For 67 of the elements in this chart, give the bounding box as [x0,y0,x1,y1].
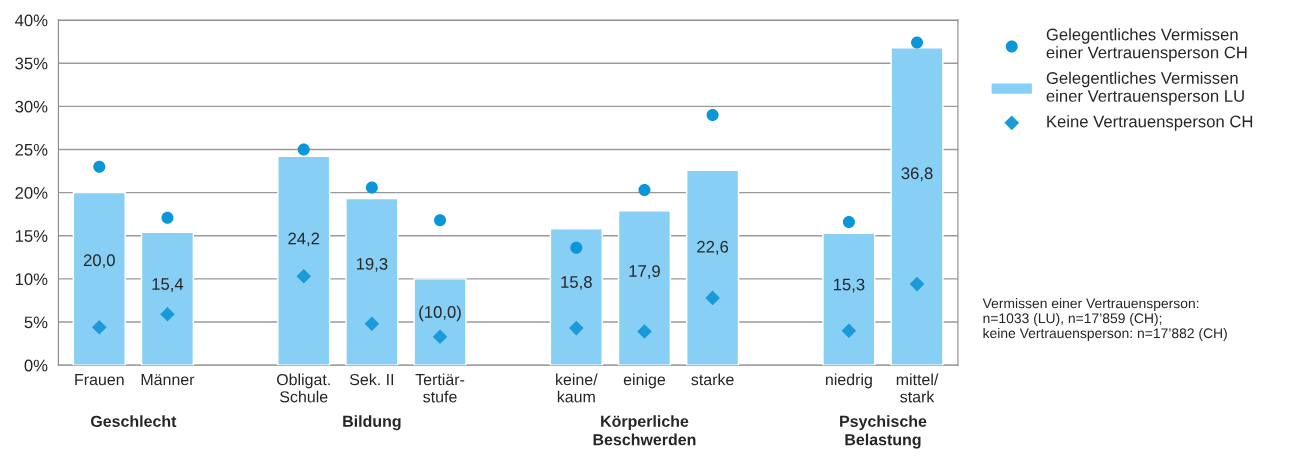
x-tick-label: niedrig [825,373,872,389]
x-tick-label: Frauen [75,374,124,386]
y-tick-label: 30% [15,100,48,113]
data-label: 22,6 [697,240,729,255]
bar [413,278,467,366]
x-tick-label: Männer [141,374,195,386]
bar [822,232,876,366]
x-tick-label: Tertiär- stufe [415,373,465,403]
point [570,241,583,254]
bar [686,169,740,366]
legend-label: Keine Vertrauensperson CH [1047,115,1253,131]
point [705,290,720,306]
data-label: 36,8 [901,167,933,182]
point [365,181,378,194]
point [706,108,719,121]
point [638,184,651,197]
y-tick-label: 0% [24,359,48,372]
bar [140,231,195,366]
point [296,269,312,284]
data-label: 15,3 [833,278,865,293]
bar [277,155,331,366]
point [841,323,857,338]
y-tick-label: 40% [15,14,48,27]
legend-label: Gelegentliches Vermissen einer Vertrauensperson CH [1046,28,1247,62]
point [432,329,448,345]
text: Vermissen einer Vertrauensperson: n=1033 (LU), n=17’859 (CH); keine Vertrauensperson: n=17’882 (CH) [982,298,1227,341]
y-tick-label: 5% [24,316,48,329]
data-label: 24,2 [288,232,320,247]
point [297,143,310,156]
x-tick-label: einige [623,373,666,389]
point [161,211,174,224]
x-tick-label: starke [691,373,734,386]
y-tick-label: 10% [15,273,48,286]
point [637,324,652,339]
bar [72,191,126,366]
data-label: 15,4 [152,278,184,292]
point [911,36,924,49]
x-tick-label: mittel/ stark [896,373,939,403]
point [364,316,380,332]
bar [345,197,399,366]
point [569,320,584,336]
bar [549,228,603,366]
bar [890,46,944,366]
data-label: 15,8 [561,276,592,290]
data-label: 19,3 [356,257,388,272]
x-tick-label: Sek. II [349,373,394,386]
y-tick-label: 25% [15,143,48,156]
text: Geschlecht [90,415,177,427]
point [93,160,106,173]
data-label: 17,9 [629,265,660,279]
x-tick-label: keine/ kaum [556,373,598,403]
legend-label: Gelegentliches Vermissen einer Vertrauensperson LU [1046,71,1244,106]
x-tick-label: Obligat. Schule [276,373,330,403]
bar [617,210,672,366]
text: Bildung [343,415,401,431]
y-tick-label: 35% [15,57,48,70]
point [909,276,925,292]
data-label: 20,0 [83,254,115,269]
point [434,214,447,227]
point [92,319,107,335]
text: Körperliche Beschwerden [593,415,696,446]
point [160,307,175,322]
text: Psychische Belastung [840,415,927,449]
y-tick-label: 20% [15,187,48,199]
point [842,215,855,228]
data-label: (10,0) [419,305,461,322]
y-tick-label: 15% [15,230,48,242]
